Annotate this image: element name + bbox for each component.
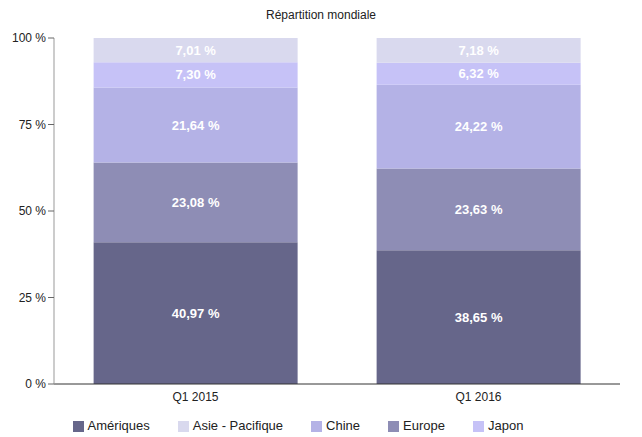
html-text:Asie - Pacifique: Asie - Pacifique bbox=[192, 418, 284, 433]
html-text:Europe: Europe bbox=[403, 418, 445, 433]
svg-text:6,32 %: 6,32 % bbox=[458, 66, 499, 81]
html-text:Répartition mondiale: Répartition mondiale bbox=[266, 8, 376, 22]
svg-text:Q1 2015: Q1 2015 bbox=[172, 390, 218, 404]
svg-text:25 %: 25 % bbox=[19, 291, 47, 305]
svg-text:0 %: 0 % bbox=[25, 377, 46, 391]
svg-text:24,22 %: 24,22 % bbox=[455, 119, 503, 134]
svg-text:40,97 %: 40,97 % bbox=[172, 306, 220, 321]
svg-text:100 %: 100 % bbox=[12, 31, 46, 45]
svg-text:21,64 %: 21,64 % bbox=[172, 118, 220, 133]
html-text:Japon: Japon bbox=[488, 418, 524, 433]
svg-text:7,30 %: 7,30 % bbox=[175, 67, 216, 82]
svg-text:7,18 %: 7,18 % bbox=[458, 43, 499, 58]
svg-text:23,63 %: 23,63 % bbox=[455, 202, 503, 217]
svg-text:75 %: 75 % bbox=[19, 118, 47, 132]
html-text:Chine: Chine bbox=[326, 418, 360, 433]
svg-text:50 %: 50 % bbox=[19, 204, 47, 218]
svg-text:23,08 %: 23,08 % bbox=[172, 195, 220, 210]
svg-text:7,01 %: 7,01 % bbox=[175, 43, 216, 58]
svg-text:Q1 2016: Q1 2016 bbox=[455, 390, 501, 404]
svg-text:38,65 %: 38,65 % bbox=[455, 310, 503, 325]
html-text:Amériques: Amériques bbox=[87, 418, 150, 433]
